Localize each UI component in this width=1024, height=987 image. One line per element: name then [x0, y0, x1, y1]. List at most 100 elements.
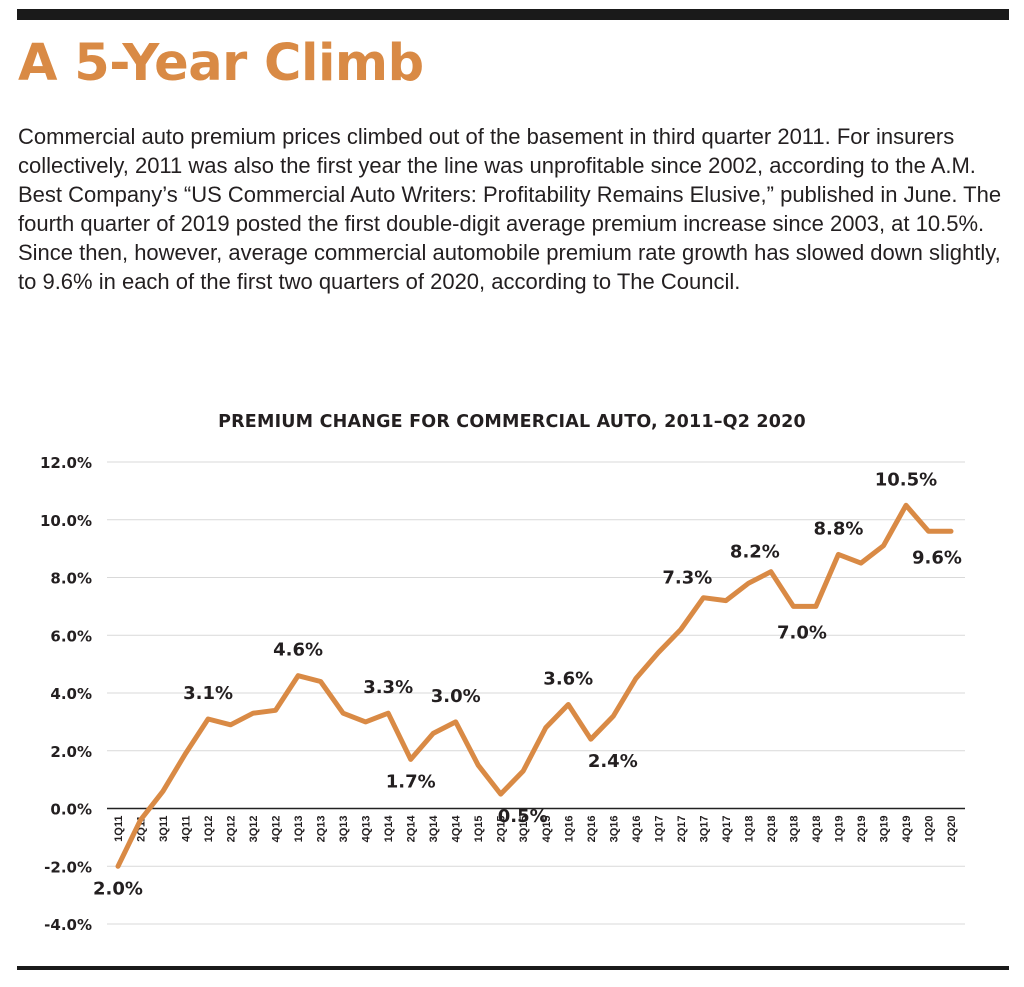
x-tick-label: 1Q19: [833, 816, 845, 843]
data-point: [341, 711, 345, 715]
x-tick-label: 4Q11: [181, 816, 193, 842]
y-tick-label: -4.0%: [44, 916, 92, 934]
data-point: [566, 703, 570, 707]
top-rule: [17, 9, 1009, 20]
data-point: [139, 818, 143, 822]
data-point: [611, 714, 615, 718]
x-tick-label: 1Q18: [743, 816, 755, 843]
data-labels: 2.0% 3.1% 4.6% 3.3% 1.7% 3.0% 0.5% 3.6% 2.4% 7.3%…: [93, 469, 962, 899]
data-point: [769, 570, 773, 574]
data-label: 2.4%: [588, 751, 638, 772]
data-point: [859, 561, 863, 565]
data-point: [454, 720, 458, 724]
x-tick-label: 3Q11: [158, 816, 170, 842]
data-label: 3.1%: [183, 683, 233, 704]
series-line-layer: [115, 502, 954, 869]
x-tick-label: 3Q19: [878, 816, 890, 843]
data-point: [206, 717, 210, 721]
data-point: [499, 792, 503, 796]
x-tick-label: 2Q14: [406, 815, 418, 843]
data-point: [116, 864, 120, 868]
data-point: [949, 529, 953, 533]
data-point: [656, 651, 660, 655]
data-point: [386, 711, 390, 715]
headline: A 5-Year Climb: [18, 34, 424, 93]
x-tick-label: 2Q20: [946, 816, 958, 843]
x-tick-label: 2Q16: [586, 816, 598, 843]
x-tick-label: 1Q16: [563, 816, 575, 843]
x-tick-label: 4Q16: [631, 816, 643, 843]
x-tick-label: 1Q20: [923, 816, 935, 843]
x-tick-label: 1Q12: [203, 816, 215, 843]
data-point: [251, 711, 255, 715]
data-point: [319, 679, 323, 683]
x-tick-label: 3Q18: [788, 816, 800, 843]
x-tick-label: 3Q16: [608, 816, 620, 843]
data-label: 10.5%: [875, 469, 937, 490]
data-label: 2.0%: [93, 878, 143, 899]
x-tick-label: 1Q17: [653, 816, 665, 843]
y-axis-tick-labels: 12.0% 10.0% 8.0% 6.0% 4.0% 2.0% 0.0% -2.0% -4.0%: [40, 454, 92, 934]
data-point: [926, 529, 930, 533]
data-label: 1.7%: [386, 771, 436, 792]
data-point: [544, 726, 548, 730]
data-point: [296, 674, 300, 678]
x-tick-label: 4Q13: [361, 816, 373, 843]
x-tick-label: 3Q14: [428, 815, 440, 843]
data-label: 7.3%: [662, 568, 712, 589]
data-point: [814, 604, 818, 608]
x-tick-label: 4Q12: [271, 816, 283, 843]
x-tick-label: 1Q14: [383, 815, 395, 843]
y-tick-label: 2.0%: [50, 743, 92, 761]
y-tick-label: -2.0%: [44, 858, 92, 876]
data-point: [161, 789, 165, 793]
data-label: 8.8%: [813, 518, 863, 539]
x-tick-label: 2Q18: [766, 816, 778, 843]
x-axis-tick-labels: 1Q11 2Q11 3Q11 4Q11 1Q12 2Q12 3Q12 4Q12 1Q13 2Q13…: [113, 815, 958, 843]
x-tick-label: 4Q17: [721, 816, 733, 843]
x-tick-label: 2Q13: [316, 816, 328, 843]
x-tick-label: 3Q17: [698, 816, 710, 843]
data-label: 8.2%: [730, 542, 780, 563]
x-tick-label: 4Q15: [541, 816, 553, 843]
intro-paragraph: Commercial auto premium prices climbed o…: [18, 124, 1002, 294]
x-tick-label: 1Q11: [113, 816, 125, 842]
data-point: [521, 769, 525, 773]
gridlines: [107, 461, 965, 925]
data-point: [701, 596, 705, 600]
y-tick-label: 10.0%: [40, 512, 92, 530]
data-point: [791, 604, 795, 608]
chart-title: PREMIUM CHANGE FOR COMMERCIAL AUTO, 2011…: [218, 412, 806, 432]
data-point: [724, 599, 728, 603]
series-line: [115, 502, 954, 869]
data-label: 4.6%: [273, 640, 323, 661]
y-tick-label: 4.0%: [50, 685, 92, 703]
x-tick-label: 1Q15: [473, 816, 485, 843]
data-point: [836, 552, 840, 556]
data-point: [364, 720, 368, 724]
data-point: [746, 581, 750, 585]
data-label: 7.0%: [777, 622, 827, 643]
data-label: 9.6%: [912, 547, 962, 568]
data-point: [184, 752, 188, 756]
data-point: [476, 763, 480, 767]
y-tick-label: 0.0%: [50, 801, 92, 819]
x-tick-label: 3Q13: [338, 816, 350, 843]
data-label: 3.6%: [543, 669, 593, 690]
x-tick-label: 3Q15: [518, 816, 530, 843]
data-point: [634, 677, 638, 681]
x-tick-label: 2Q12: [226, 816, 238, 843]
x-tick-label: 2Q19: [856, 816, 868, 843]
data-label: 0.5%: [498, 806, 548, 827]
x-tick-label: 3Q12: [248, 816, 260, 843]
x-tick-label: 4Q19: [901, 816, 913, 843]
data-point: [904, 503, 908, 507]
x-tick-label: 1Q13: [293, 816, 305, 843]
x-tick-label: 4Q14: [451, 815, 463, 843]
data-point: [679, 627, 683, 631]
x-tick-label: 4Q18: [811, 816, 823, 843]
data-point: [431, 731, 435, 735]
data-label: 3.0%: [431, 686, 481, 707]
data-label: 3.3%: [363, 677, 413, 698]
